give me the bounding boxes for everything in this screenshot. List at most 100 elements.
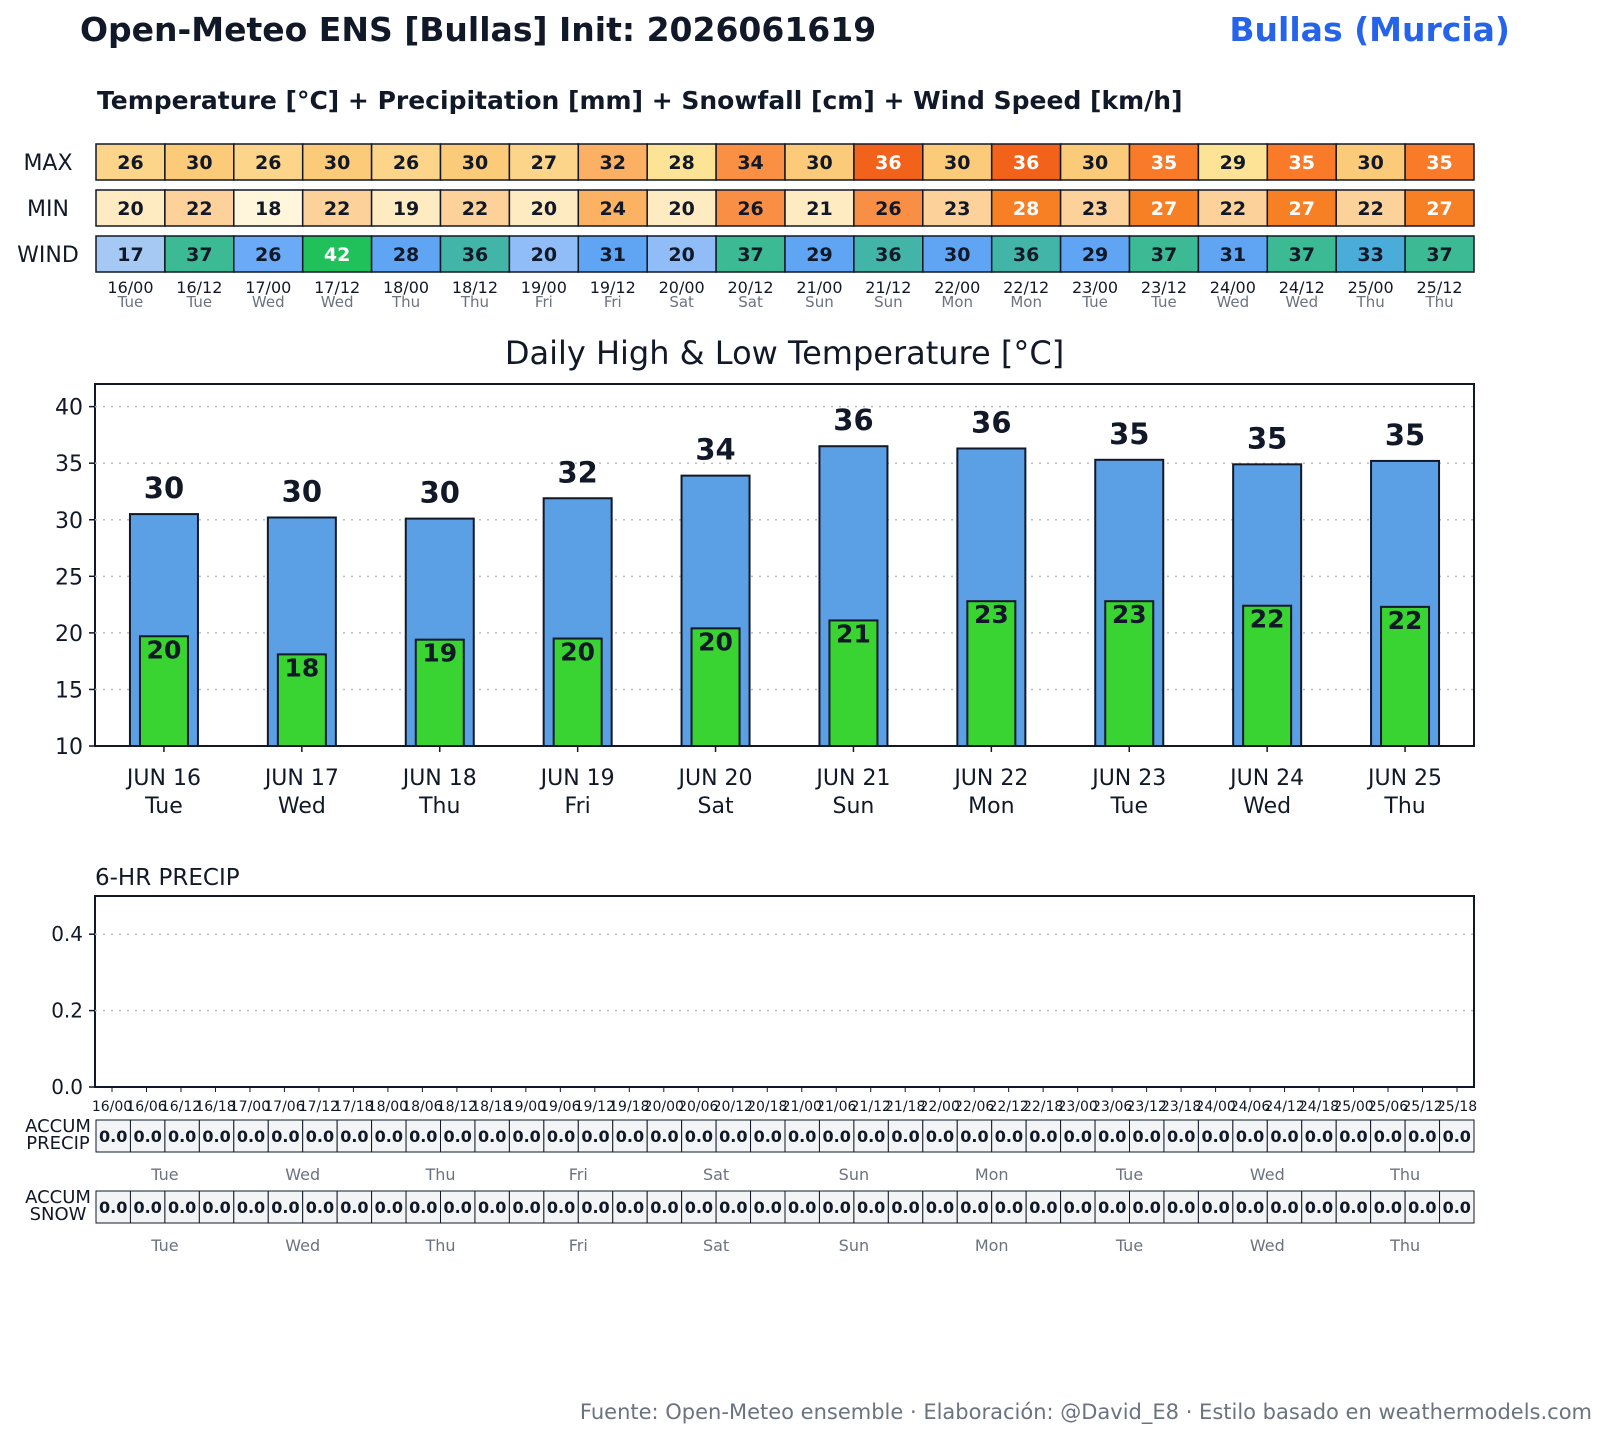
accum-snow-value: 0.0 [926,1198,954,1217]
accum-precip-value: 0.0 [650,1127,678,1146]
table-cell-min [95,189,166,227]
accum-snow-cell [577,1190,614,1224]
table-col-day: Mon [1010,293,1042,311]
table-col-label: 22/00 [934,278,980,297]
accum-precip-day-label: Sun [839,1165,869,1184]
table-value-max: 36 [875,152,901,174]
source-credit: Fuente: Open-Meteo ensemble · Elaboració… [579,1400,1592,1424]
temp-x-day: Sat [698,794,734,819]
accum-snow-cell [991,1190,1027,1224]
table-col-label: 18/00 [383,278,429,297]
precip-chart-frame [94,895,1475,1088]
accum-snow-cell [750,1190,786,1224]
accum-precip-value: 0.0 [788,1127,816,1146]
temp-chart-title: Daily High & Low Temperature [°C] [505,334,1064,372]
accum-snow-cell [715,1190,752,1224]
accum-snow-value: 0.0 [1339,1198,1367,1217]
table-col-label: 23/00 [1072,278,1118,297]
table-col-label: 24/12 [1279,278,1325,297]
accum-precip-value: 0.0 [823,1127,851,1146]
table-col-label: 25/12 [1416,278,1462,297]
accum-snow-row-label: ACCUM [25,1187,91,1208]
table-value-min: 24 [600,198,626,220]
table-value-wind: 26 [255,244,281,266]
table-value-max: 35 [1289,152,1315,174]
temp-x-label: JUN 22 [952,766,1028,791]
accum-precip-cell [405,1119,441,1153]
table-col-day: Sat [738,293,763,311]
accum-snow-cell [1439,1190,1475,1224]
accum-precip-cell [784,1119,820,1153]
accum-precip-day-label: Tue [1115,1165,1143,1184]
low-temp-label: 20 [560,638,595,667]
table-cell-min [164,189,235,227]
accum-snow-value: 0.0 [823,1198,851,1217]
accum-precip-value: 0.0 [375,1127,403,1146]
temp-x-day: Tue [144,794,183,819]
accum-precip-value: 0.0 [340,1127,368,1146]
precip-x-label: 22/18 [1023,1099,1063,1115]
precip-y-tick-label: 0.2 [51,999,83,1023]
accum-snow-value: 0.0 [857,1198,885,1217]
table-cell-wind [1404,235,1475,273]
table-col-day: Wed [252,293,285,311]
accum-snow-value: 0.0 [1167,1198,1195,1217]
accum-precip-cell [646,1119,683,1153]
table-cell-min [1128,189,1200,227]
accum-precip-cell [1232,1119,1268,1153]
low-temp-bar [276,653,327,748]
accum-snow-value: 0.0 [754,1198,782,1217]
table-cell-wind [370,235,442,273]
accum-snow-value: 0.0 [788,1198,816,1217]
precip-x-label: 19/18 [609,1099,649,1115]
accum-snow-value: 0.0 [719,1198,747,1217]
accum-snow-day-label: Tue [1115,1236,1143,1255]
table-value-max: 36 [1013,152,1039,174]
table-col-day: Fri [604,293,622,311]
precip-x-label: 24/06 [1230,1099,1270,1115]
precip-x-label: 17/00 [230,1099,270,1115]
accum-precip-day-label: Tue [150,1165,178,1184]
accum-precip-value: 0.0 [1270,1127,1298,1146]
temp-x-label: JUN 23 [1090,766,1166,791]
precip-x-label: 19/12 [575,1099,615,1115]
accum-snow-cell [1060,1190,1096,1224]
precip-x-label: 17/06 [264,1099,304,1115]
low-temp-label: 20 [147,635,182,664]
table-cell-wind [301,235,373,273]
table-cell-max [715,143,786,181]
low-temp-label: 22 [1388,606,1423,635]
accum-snow-value: 0.0 [1374,1198,1402,1217]
accum-snow-value: 0.0 [375,1198,403,1217]
table-value-min: 26 [737,198,763,220]
accum-snow-cell [1197,1190,1234,1224]
accum-snow-value: 0.0 [891,1198,919,1217]
table-value-wind: 36 [875,244,901,266]
precip-x-label: 18/12 [437,1099,477,1115]
accum-snow-cell [129,1190,166,1224]
table-value-max: 29 [1220,152,1246,174]
accum-precip-value: 0.0 [754,1127,782,1146]
accum-precip-value: 0.0 [547,1127,575,1146]
accum-snow-cell [95,1190,131,1224]
accum-precip-day-label: Wed [285,1165,320,1184]
low-temp-label: 19 [422,639,457,668]
precip-x-label: 25/18 [1437,1099,1477,1115]
accum-precip-value: 0.0 [960,1127,988,1146]
table-cell-max [508,143,580,181]
table-cell-wind [853,235,924,273]
accum-snow-cell [1335,1190,1372,1224]
table-value-wind: 20 [531,244,557,266]
table-cell-wind [1128,235,1200,273]
table-value-max: 30 [324,152,350,174]
temp-y-tick-label: 35 [55,452,83,477]
table-cell-wind [784,235,855,273]
table-col-day: Wed [1285,293,1318,311]
accum-snow-value: 0.0 [202,1198,230,1217]
accum-snow-value: 0.0 [478,1198,506,1217]
table-value-wind: 37 [1289,244,1315,266]
accum-snow-day-label: Thu [424,1236,455,1255]
accum-precip-row-label: ACCUM [25,1116,91,1137]
accum-precip-cell [922,1119,958,1153]
table-col-day: Tue [1081,293,1108,311]
